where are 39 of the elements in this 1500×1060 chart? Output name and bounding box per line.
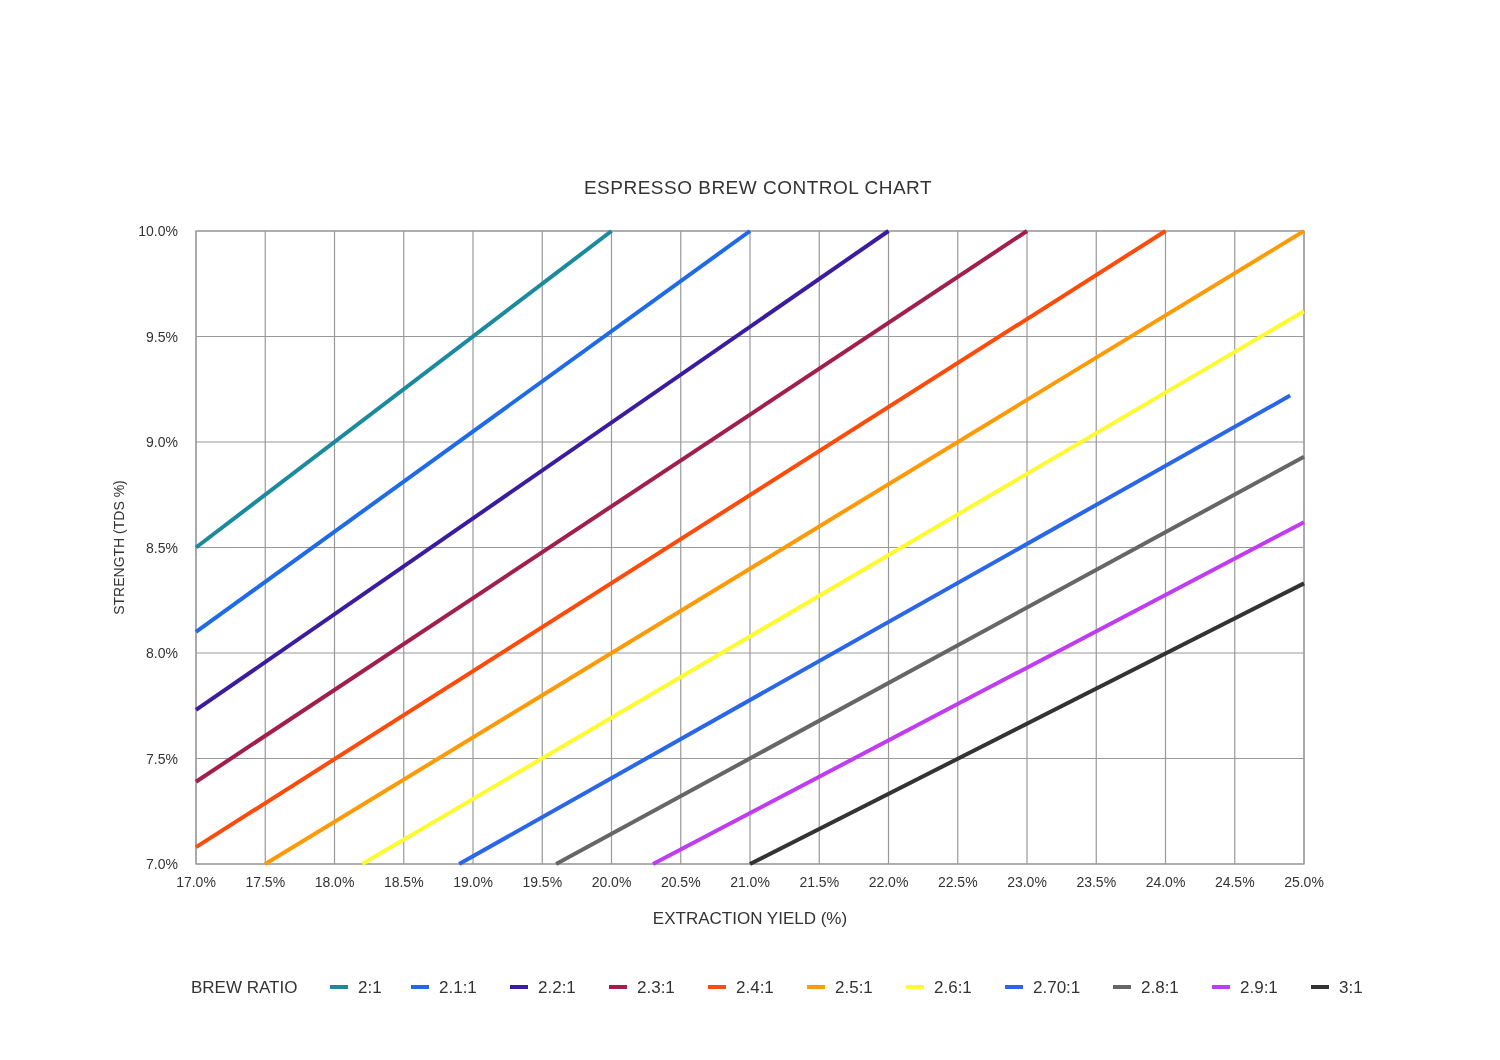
y-tick-label: 8.5% bbox=[146, 539, 178, 556]
x-tick-label: 17.5% bbox=[245, 874, 286, 890]
x-tick-label: 22.0% bbox=[868, 874, 909, 890]
x-tick-label: 24.0% bbox=[1145, 874, 1186, 890]
x-tick-label: 17.0% bbox=[176, 874, 216, 890]
legend-label: 3:1 bbox=[1339, 978, 1363, 997]
y-axis-title: STRENGTH (TDS %) bbox=[111, 480, 127, 615]
chart-title: ESPRESSO BREW CONTROL CHART bbox=[583, 177, 933, 198]
legend-label: 2.2:1 bbox=[538, 978, 576, 997]
legend-label: 2.1:1 bbox=[439, 978, 477, 997]
x-tick-label: 20.5% bbox=[660, 874, 701, 890]
x-tick-label: 24.5% bbox=[1214, 874, 1255, 890]
legend-label: 2.70:1 bbox=[1033, 978, 1081, 997]
legend-label: 2.8:1 bbox=[1141, 978, 1179, 997]
y-tick-label: 10.0% bbox=[138, 223, 178, 239]
x-tick-label: 18.0% bbox=[314, 874, 355, 890]
x-axis-title: EXTRACTION YIELD (%) bbox=[652, 909, 848, 928]
legend-label: 2.6:1 bbox=[934, 978, 972, 997]
legend-label: 2.9:1 bbox=[1240, 978, 1278, 997]
legend-label: 2.3:1 bbox=[637, 978, 675, 997]
x-tick-label: 21.0% bbox=[730, 874, 770, 890]
legend-label: 2:1 bbox=[358, 978, 382, 997]
x-tick-label: 19.5% bbox=[522, 874, 563, 890]
y-tick-label: 9.5% bbox=[146, 328, 178, 345]
y-tick-label: 9.0% bbox=[146, 434, 178, 450]
x-tick-label: 20.0% bbox=[591, 874, 632, 890]
x-tick-label: 23.0% bbox=[1007, 874, 1047, 890]
y-tick-label: 7.5% bbox=[146, 750, 178, 767]
x-tick-label: 18.5% bbox=[383, 874, 424, 890]
x-tick-label: 21.5% bbox=[799, 874, 840, 890]
y-tick-label: 8.0% bbox=[146, 645, 178, 661]
x-tick-label: 23.5% bbox=[1076, 874, 1117, 890]
legend-label: 2.5:1 bbox=[835, 978, 873, 997]
x-tick-label: 19.0% bbox=[453, 874, 493, 890]
x-tick-label: 22.5% bbox=[937, 874, 978, 890]
x-tick-label: 25.0% bbox=[1284, 874, 1324, 890]
y-tick-label: 7.0% bbox=[146, 856, 178, 872]
legend-label: 2.4:1 bbox=[736, 978, 774, 997]
legend-title: BREW RATIO bbox=[191, 978, 298, 997]
